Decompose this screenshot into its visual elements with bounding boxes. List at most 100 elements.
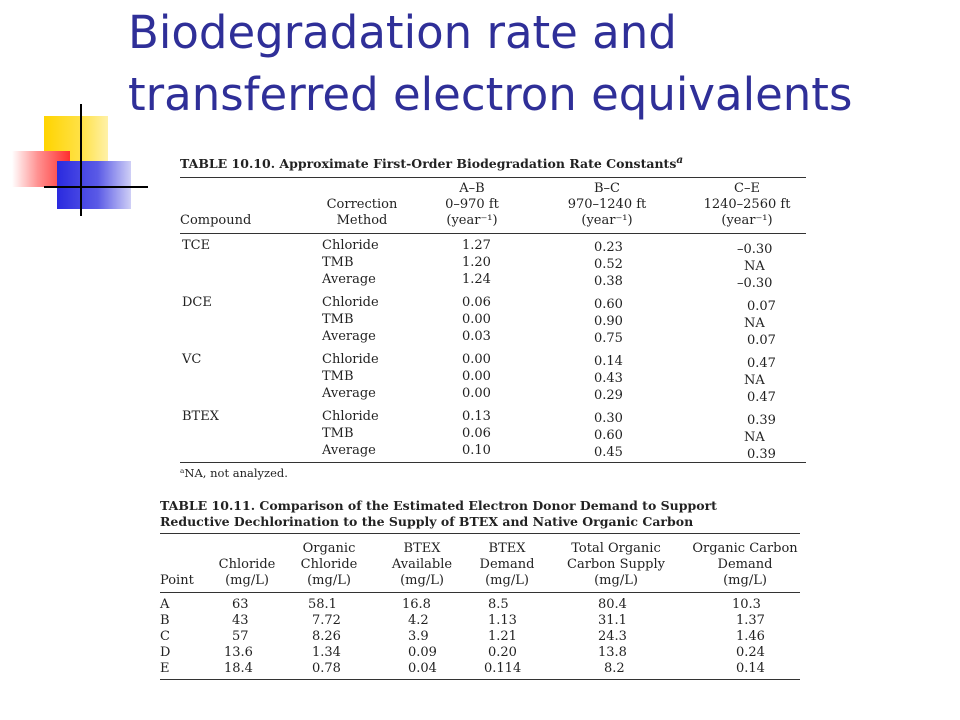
table2-chloride: 13.6 [224, 645, 253, 660]
slide-title-line-2: transferred electron equivalents [128, 68, 853, 121]
table1-header-ab-2: 0–970 ft [445, 197, 499, 212]
table1-bc: 0.38 [594, 274, 623, 289]
table1-method: Chloride [322, 238, 379, 253]
table1-ce: 0.47 [747, 356, 776, 371]
table1-compound: DCE [182, 295, 212, 310]
table2-header-org-2: Chloride [300, 557, 358, 572]
table2-header-btexd-1: BTEX [488, 541, 526, 556]
table2-toc: 13.8 [598, 645, 627, 660]
table1-ce: 0.47 [747, 390, 776, 405]
table1-caption: TABLE 10.10. Approximate First-Order Bio… [180, 154, 683, 171]
table1-header-ab-1: A–B [459, 181, 485, 196]
table1-bc: 0.90 [594, 314, 623, 329]
table1-ab: 0.10 [462, 443, 491, 458]
table2-org: 8.26 [312, 629, 341, 644]
table1-ce: 0.07 [747, 299, 776, 314]
table1-top-rule [180, 177, 806, 178]
decor-vertical-line [80, 104, 82, 216]
table2-header-rule [160, 592, 800, 593]
table1-ab: 0.00 [462, 369, 491, 384]
table1-bc: 0.30 [594, 411, 623, 426]
table2-ocd: 0.14 [736, 661, 765, 676]
table1-header-bc-1: B–C [594, 181, 620, 196]
table1-ab: 0.06 [462, 426, 491, 441]
table1-method: Average [322, 329, 376, 344]
table1-bc: 0.75 [594, 331, 623, 346]
table1-bc: 0.23 [594, 240, 623, 255]
table1-header-compound: Compound [180, 213, 252, 228]
table1-bottom-rule [180, 462, 806, 463]
decor-blue-square [57, 161, 131, 209]
table2-caption-line-2: Reductive Dechlorination to the Supply o… [160, 514, 694, 529]
table1-method: TMB [322, 426, 354, 441]
table1-method: TMB [322, 312, 354, 327]
table2-header-ocd-3: (mg/L) [723, 573, 767, 588]
table1-ab: 1.20 [462, 255, 491, 270]
table1-bc: 0.29 [594, 388, 623, 403]
table2-btexa: 3.9 [408, 629, 429, 644]
table1-method: Average [322, 386, 376, 401]
table1-method: Chloride [322, 352, 379, 367]
table-10-11-scan: TABLE 10.11. Comparison of the Estimated… [132, 486, 812, 718]
table2-ocd: 1.37 [736, 613, 765, 628]
table-10-10-scan: TABLE 10.10. Approximate First-Order Bio… [172, 146, 812, 484]
table2-btexd: 1.13 [488, 613, 517, 628]
table1-ab: 1.27 [462, 238, 491, 253]
table2-caption-line-1: TABLE 10.11. Comparison of the Estimated… [160, 498, 717, 513]
table1-bc: 0.52 [594, 257, 623, 272]
table2-ocd: 1.46 [736, 629, 765, 644]
table2-chloride: 57 [232, 629, 249, 644]
table2-chloride: 63 [232, 597, 249, 612]
table2-org: 58.1 [308, 597, 337, 612]
table2-header-toc-2: Carbon Supply [567, 557, 665, 572]
table1-ce: 0.39 [747, 447, 776, 462]
table1-ab: 0.00 [462, 352, 491, 367]
table2-header-chloride-2: (mg/L) [225, 573, 269, 588]
table2-header-btexa-1: BTEX [403, 541, 441, 556]
table2-header-toc-1: Total Organic [571, 541, 661, 556]
table2-toc: 24.3 [598, 629, 627, 644]
table2-org: 0.78 [312, 661, 341, 676]
table1-ab: 0.00 [462, 312, 491, 327]
table1-ab: 0.03 [462, 329, 491, 344]
table2-btexd: 1.21 [488, 629, 517, 644]
table2-point: B [160, 613, 170, 628]
table2-header-org-1: Organic [302, 541, 356, 556]
table1-bc: 0.60 [594, 297, 623, 312]
table2-point: D [160, 645, 171, 660]
table1-method: Chloride [322, 295, 379, 310]
table2-btexa: 0.04 [408, 661, 437, 676]
table1-caption-text: TABLE 10.10. Approximate First-Order Bio… [180, 156, 677, 172]
table2-header-btexa-2: Available [391, 557, 453, 572]
table1-header-ce-2: 1240–2560 ft [703, 197, 791, 212]
table1-bc: 0.60 [594, 428, 623, 443]
table1-method: TMB [322, 369, 354, 384]
table2-header-ocd-2: Demand [717, 557, 773, 572]
table1-header-bc-3: (year⁻¹) [581, 213, 633, 228]
table1-bc: 0.45 [594, 445, 623, 460]
table1-ce: –0.30 [737, 276, 773, 291]
table2-header-chloride-1: Chloride [218, 557, 276, 572]
table1-header-method-1: Correction [326, 197, 398, 212]
table1-header-ce-3: (year⁻¹) [721, 213, 773, 228]
table2-point: E [160, 661, 170, 676]
table2-header-btexd-2: Demand [479, 557, 535, 572]
table2-header-btexd-3: (mg/L) [485, 573, 529, 588]
table1-bc: 0.43 [594, 371, 623, 386]
table1-compound: VC [182, 352, 202, 367]
table2-toc: 80.4 [598, 597, 627, 612]
table2-btexa: 4.2 [408, 613, 429, 628]
table2-bottom-rule [160, 679, 800, 680]
table2-header-point: Point [160, 573, 194, 588]
table2-toc: 8.2 [604, 661, 625, 676]
table1-header-ab-3: (year⁻¹) [446, 213, 498, 228]
table1-compound: BTEX [182, 409, 219, 424]
table2-header-toc-3: (mg/L) [594, 573, 638, 588]
table1-header-method-2: Method [336, 213, 388, 228]
table2-header-ocd-1: Organic Carbon [692, 541, 798, 556]
table1-ab: 0.13 [462, 409, 491, 424]
table2-btexd: 0.114 [484, 661, 522, 676]
slide-title: Biodegradation rate and transferred elec… [128, 2, 948, 126]
decor-horizontal-line [44, 186, 148, 188]
table1-ab: 1.24 [462, 272, 491, 287]
